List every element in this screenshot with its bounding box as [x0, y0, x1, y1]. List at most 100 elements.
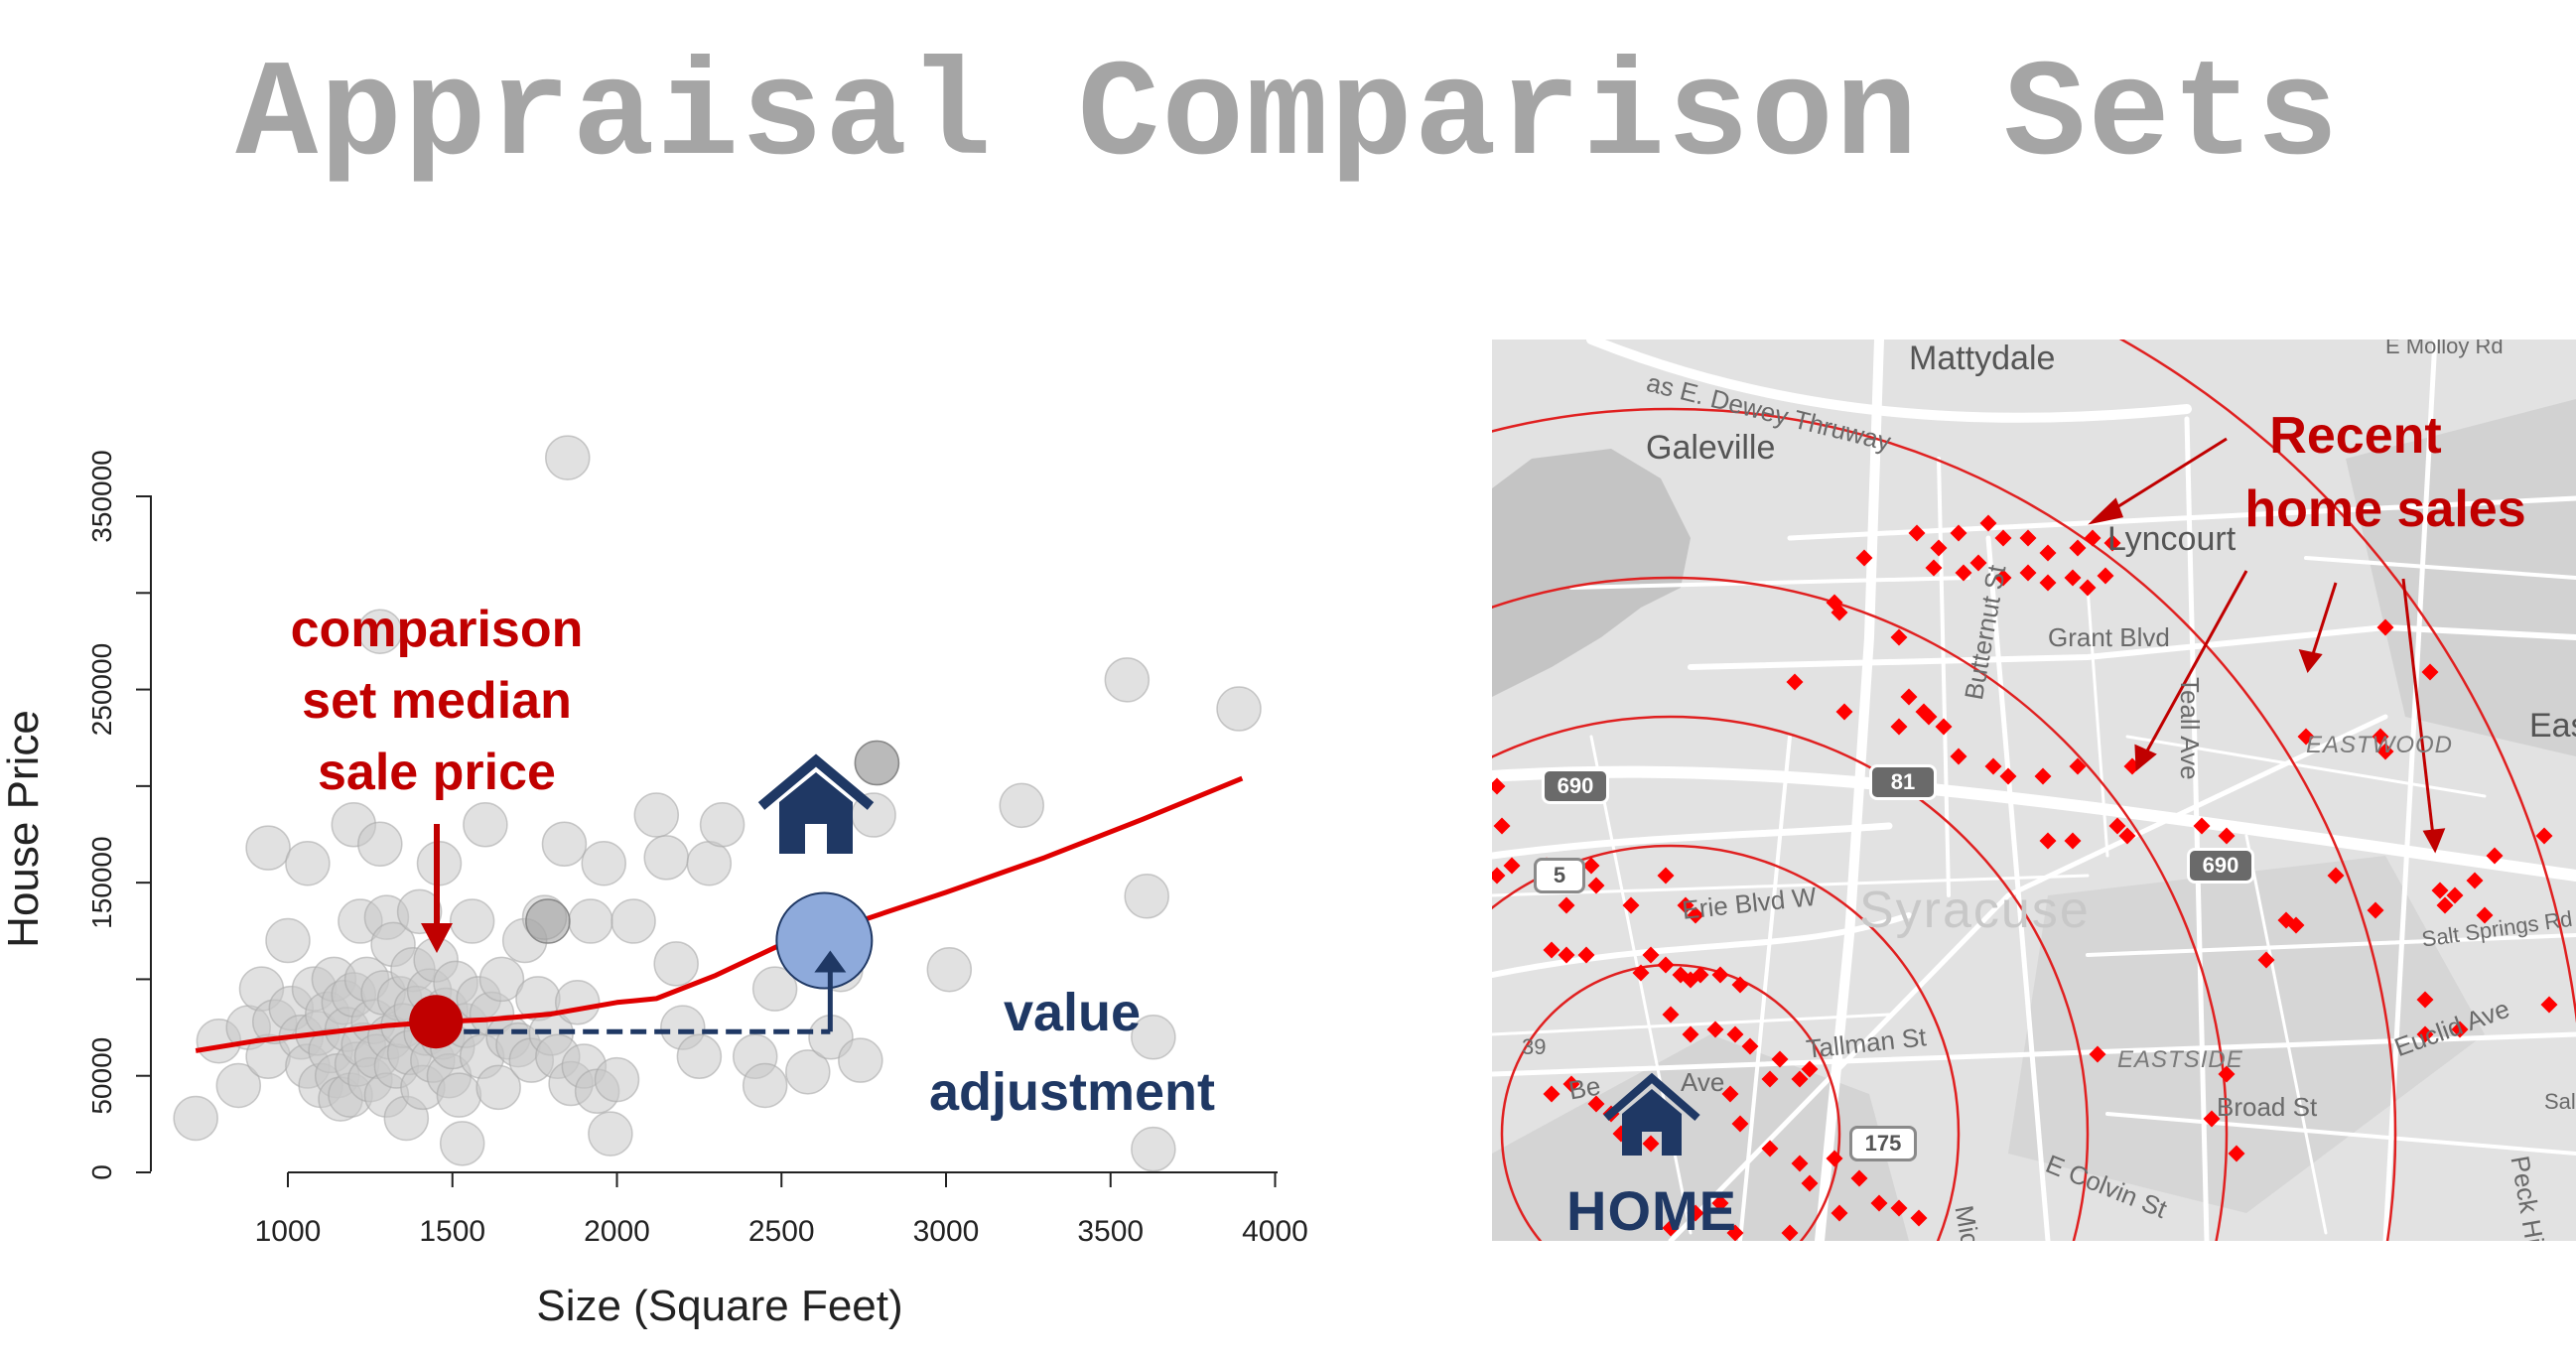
road-label-grant: Grant Blvd [2048, 622, 2170, 652]
y-tick-label: 250000 [86, 643, 117, 736]
scatter-point [610, 898, 656, 944]
town-label-lyncourt: Lyncourt [2107, 520, 2237, 558]
callout-arrowhead-1 [2088, 497, 2124, 525]
shield-i690-east: 690 [2187, 848, 2254, 884]
town-label-galeville: Galeville [1646, 429, 1776, 467]
town-label-east-edge: Eas [2529, 707, 2576, 745]
sale-marker [2064, 832, 2082, 850]
distance-ring [1492, 844, 1961, 1241]
scatter-point [594, 1056, 640, 1103]
hill-shading-1 [2346, 399, 2576, 756]
median-callout: comparison set median sale price [238, 594, 635, 808]
scatter-point [785, 1049, 831, 1095]
sale-marker [1890, 718, 1908, 736]
scatter-point [215, 1062, 262, 1109]
callout-arrowhead-2 [2134, 744, 2157, 772]
sale-marker [2466, 872, 2484, 889]
sale-marker [2436, 896, 2454, 914]
sale-marker [1920, 708, 1938, 726]
sale-marker [1642, 946, 1660, 964]
scatter-point [1124, 874, 1169, 919]
x-axis-label: Size (Square Feet) [536, 1282, 902, 1330]
x-tick-label: 3500 [1077, 1215, 1144, 1248]
sale-marker [1657, 867, 1675, 885]
sale-marker [1657, 956, 1675, 974]
scatter-point [285, 840, 331, 886]
y-ticks: 0 50000 150000 250000 350000 [86, 450, 151, 1180]
sale-marker [1950, 524, 1967, 542]
scatter-point [1131, 1015, 1176, 1060]
road-label-salt-edge: Salt [2544, 1089, 2576, 1114]
scatter-point [475, 1064, 521, 1111]
home-house-icon [1603, 1072, 1700, 1156]
sale-marker [1835, 703, 1853, 721]
map-panel: Mattydale Galeville Lyncourt Eas Syracus… [1492, 340, 2576, 1241]
sale-marker [1925, 559, 1943, 577]
sale-marker [2034, 767, 2052, 785]
scatter-point [545, 435, 591, 480]
sale-marker [1890, 628, 1908, 646]
sale-marker [2039, 832, 2057, 850]
scatter-point [653, 941, 699, 987]
sale-marker [1994, 529, 2012, 547]
recent-sales-callout-line-1: Recent [2269, 407, 2442, 465]
callout-arrow-4 [2401, 578, 2435, 837]
district-label-eastwood: EASTWOOD [2306, 732, 2454, 758]
shield-route-5: 5 [1534, 858, 1585, 893]
sale-marker [2486, 847, 2504, 865]
distance-ring [1492, 407, 2397, 1241]
x-ticks: 1000 1500 2000 2500 3000 3500 4000 [255, 1172, 1308, 1248]
scatter-point [581, 840, 626, 886]
scatter-point [838, 1037, 883, 1083]
sale-marker [2446, 886, 2464, 904]
city-label-syracuse: Syracuse [1859, 882, 2091, 939]
home-label: HOME [1566, 1179, 1737, 1241]
scatter-point [686, 840, 733, 886]
sale-marker [2084, 529, 2101, 547]
scatter-point-dark [525, 898, 571, 944]
scatter-point [554, 980, 601, 1025]
shield-i81: 81 [1869, 764, 1937, 800]
page-title: Appraisal Comparison Sets [235, 40, 2341, 195]
median-point [409, 995, 464, 1049]
adjustment-callout-line-2: adjustment [928, 1062, 1216, 1122]
sale-marker [2376, 618, 2394, 636]
map-canvas [1492, 340, 2576, 1241]
hill-shading-3 [1492, 1034, 1909, 1241]
shield-i690-west: 690 [1542, 768, 1609, 804]
onondaga-lake [1492, 449, 1691, 697]
sale-marker [2019, 564, 2037, 582]
sale-marker [1950, 748, 1967, 765]
scatter-point [436, 1072, 482, 1118]
sale-marker [2476, 906, 2494, 924]
sale-marker [2431, 882, 2449, 899]
scatter-point [742, 1062, 788, 1109]
sale-marker [2069, 757, 2087, 775]
sale-marker [1786, 673, 1804, 691]
scatter-point [676, 1033, 723, 1080]
sale-marker [1900, 688, 1918, 706]
callout-arrow-2 [2143, 570, 2248, 755]
recent-sales-callout-line-2: home sales [2244, 480, 2526, 538]
scatter-chart: 1000 1500 2000 2500 3000 3500 4000 0 50000 15000… [0, 435, 1308, 1330]
sale-marker [1731, 976, 1749, 994]
x-tick-label: 2000 [584, 1215, 650, 1248]
sale-marker [1979, 514, 1997, 532]
callout-arrow-1 [2106, 437, 2228, 515]
sale-marker [1955, 564, 1972, 582]
sale-marker [2372, 728, 2389, 746]
sale-marker [1687, 906, 1704, 924]
scatter-point [999, 782, 1044, 829]
sale-marker [2103, 534, 2121, 552]
town-label-mattydale: Mattydale [1909, 340, 2056, 377]
sale-marker [1711, 966, 1729, 984]
subject-house-icon [757, 753, 875, 854]
sale-marker [2367, 901, 2384, 919]
callout-arrowhead-4 [2422, 828, 2446, 854]
scatter-point [541, 821, 588, 867]
scatter-point [926, 946, 973, 993]
scatter-point [633, 792, 680, 838]
adjustment-callout: value adjustment [883, 973, 1261, 1132]
scatter-point [1216, 686, 1262, 732]
y-axis-label: House Price [0, 710, 48, 948]
